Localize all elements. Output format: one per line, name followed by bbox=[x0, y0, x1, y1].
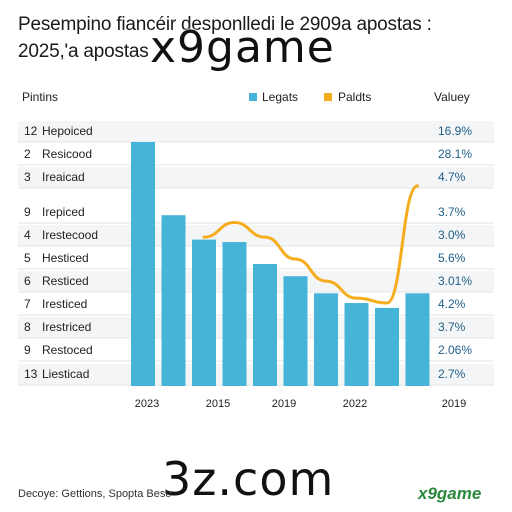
bar-legats bbox=[192, 239, 216, 386]
row-index: 9 bbox=[24, 343, 31, 357]
footer-source-note: Decoye: Gettions, Spopta Beso bbox=[18, 488, 172, 500]
legend-label-paldts: Paldts bbox=[338, 90, 372, 104]
x-tick-label: 2015 bbox=[206, 398, 230, 410]
bar-legats bbox=[222, 242, 247, 386]
row-value: 5.6% bbox=[438, 251, 466, 265]
row-index: 5 bbox=[24, 251, 31, 265]
chart-title-line-2: 2025,'a apostas bbox=[18, 41, 149, 62]
row-value: 3.01% bbox=[438, 274, 472, 288]
chart-title-line-1: Pesempino fiancéir desponlledi le 2909a … bbox=[18, 14, 432, 35]
row-index: 7 bbox=[24, 297, 31, 311]
bar-legats bbox=[375, 307, 399, 386]
legend-swatch-legats bbox=[249, 93, 257, 101]
watermark-middle: 3z.com bbox=[162, 452, 335, 506]
row-label: Liesticad bbox=[42, 367, 89, 381]
row-band bbox=[18, 167, 494, 188]
row-index: 4 bbox=[24, 228, 31, 242]
right-column-header: Valuey bbox=[434, 90, 470, 104]
row-index: 8 bbox=[24, 320, 31, 334]
x-tick-label: 2023 bbox=[135, 398, 159, 410]
row-label: Hesticed bbox=[42, 251, 89, 265]
row-value: 2.7% bbox=[438, 367, 466, 381]
row-label: Irepiced bbox=[42, 205, 85, 219]
footer-brand-logo: x9game bbox=[418, 484, 482, 503]
row-label: Resticed bbox=[42, 274, 89, 288]
row-band bbox=[18, 121, 494, 142]
row-index: 13 bbox=[24, 367, 38, 381]
legend-swatch-paldts bbox=[324, 93, 332, 101]
row-label: Resicood bbox=[42, 147, 92, 161]
row-value: 4.7% bbox=[438, 170, 466, 184]
row-label: Irestriced bbox=[42, 320, 91, 334]
bar-legats bbox=[161, 215, 186, 386]
row-value: 3.7% bbox=[438, 205, 466, 219]
bar-legats bbox=[344, 303, 369, 386]
legend-label-legats: Legats bbox=[262, 90, 299, 104]
row-label: Restoced bbox=[42, 343, 93, 357]
row-band bbox=[18, 202, 494, 223]
row-index: 9 bbox=[24, 205, 31, 219]
row-index: 6 bbox=[24, 274, 31, 288]
bar-legats bbox=[131, 142, 155, 386]
row-value: 3.0% bbox=[438, 228, 466, 242]
row-value: 3.7% bbox=[438, 320, 466, 334]
bar-legats bbox=[314, 293, 338, 386]
bar-legats bbox=[283, 276, 308, 386]
x-tick-label: 2019 bbox=[442, 398, 466, 410]
row-label: Ireaicad bbox=[42, 170, 85, 184]
row-index: 12 bbox=[24, 124, 38, 138]
row-index: 2 bbox=[24, 147, 31, 161]
row-value: 16.9% bbox=[438, 124, 472, 138]
row-label: Iresticed bbox=[42, 297, 87, 311]
x-tick-label: 2022 bbox=[343, 398, 367, 410]
bar-legats bbox=[405, 293, 430, 386]
x-tick-label: 2019 bbox=[272, 398, 296, 410]
row-label: Hepoiced bbox=[42, 124, 93, 138]
row-value: 2.06% bbox=[438, 343, 472, 357]
row-value: 4.2% bbox=[438, 297, 466, 311]
line-paldts bbox=[202, 184, 419, 305]
row-index: 3 bbox=[24, 170, 31, 184]
bar-legats bbox=[253, 264, 277, 386]
left-column-header: Pintins bbox=[22, 90, 59, 104]
row-value: 28.1% bbox=[438, 147, 472, 161]
row-label: Irestecood bbox=[42, 228, 98, 242]
watermark-top: x9game bbox=[150, 22, 335, 73]
